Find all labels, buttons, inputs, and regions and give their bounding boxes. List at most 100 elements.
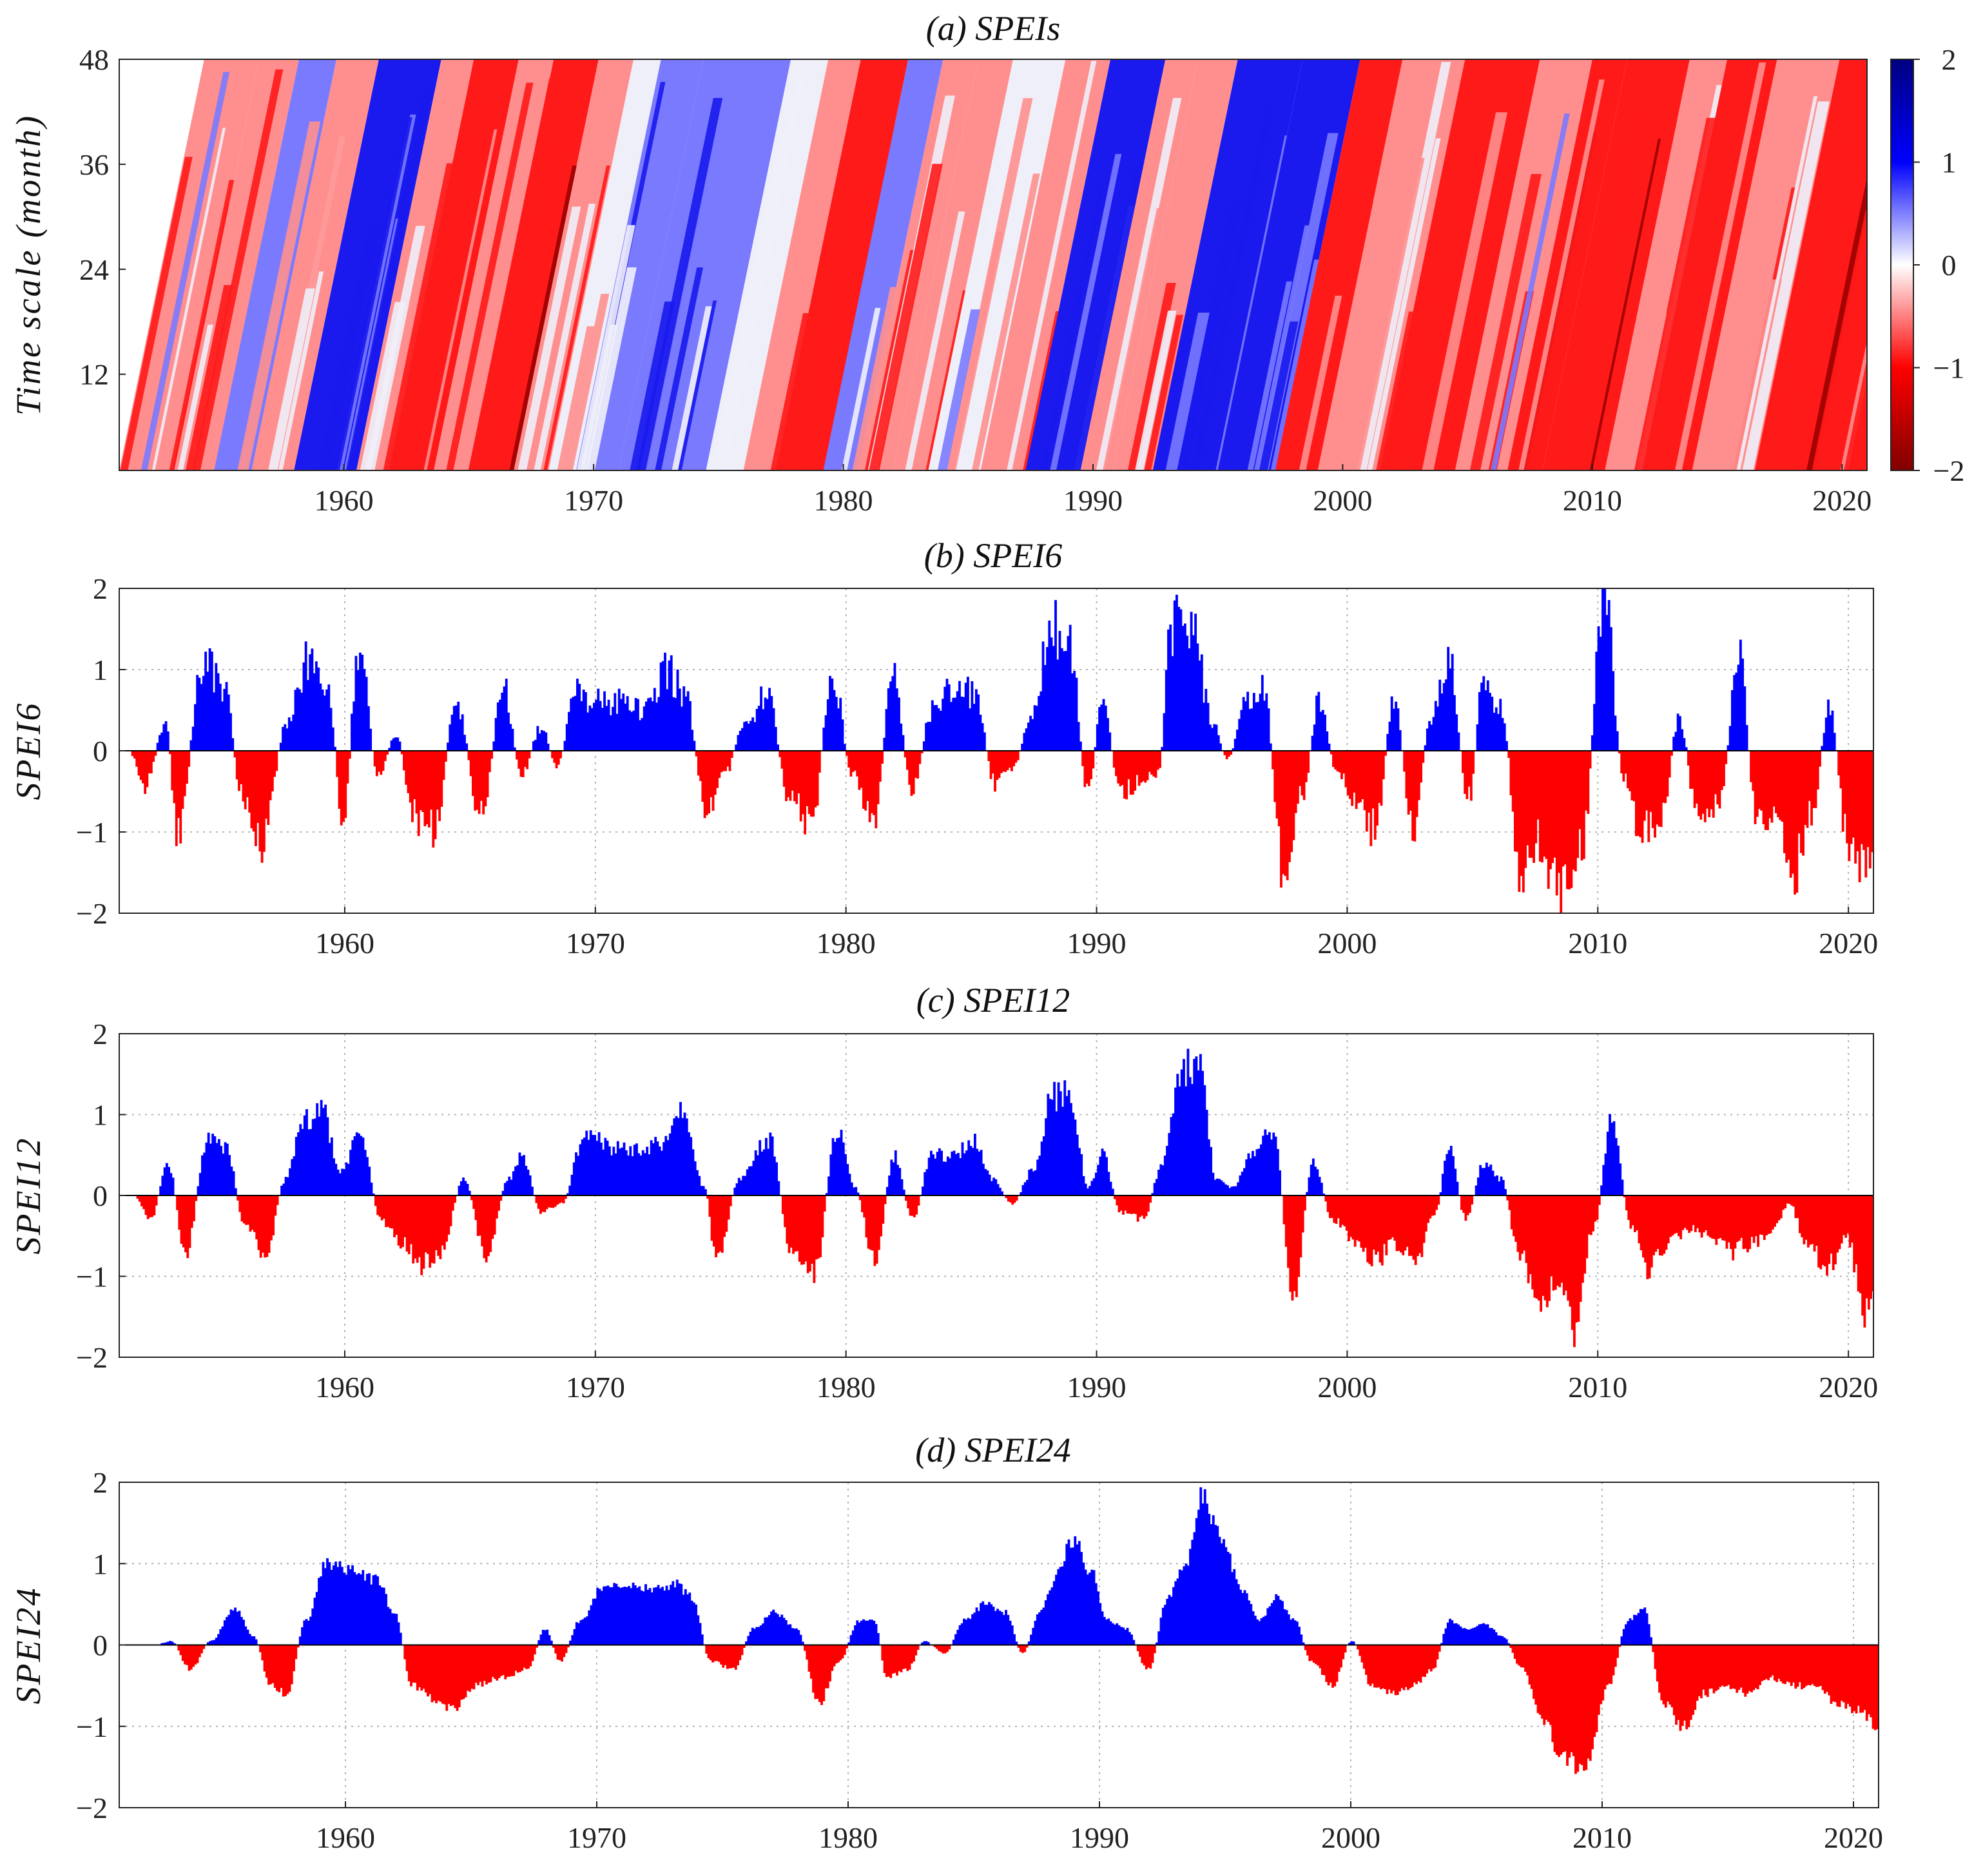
- bar-positive: [1434, 701, 1437, 751]
- bar-negative: [867, 1195, 870, 1249]
- bar-positive: [746, 1169, 749, 1195]
- bar-negative: [1392, 1645, 1395, 1691]
- bar-positive: [837, 708, 840, 751]
- bar-positive: [1827, 699, 1830, 751]
- bar-negative: [1675, 1195, 1678, 1233]
- bar-negative: [186, 1195, 189, 1259]
- bar-negative: [562, 1195, 565, 1204]
- bar-positive: [942, 699, 944, 751]
- bar-positive: [343, 1168, 346, 1195]
- y-tick-label: 2: [93, 572, 108, 605]
- bar-negative: [447, 1195, 450, 1235]
- bar-negative: [1569, 1195, 1572, 1307]
- bar-negative: [1803, 1195, 1806, 1244]
- bar-negative: [346, 751, 349, 784]
- bar-negative: [846, 1645, 848, 1649]
- bar-negative: [514, 1645, 518, 1671]
- bar-positive: [298, 689, 301, 751]
- bar-positive: [971, 681, 974, 751]
- bar-negative: [1434, 1645, 1437, 1668]
- bar-negative: [1804, 751, 1807, 826]
- bar-positive: [947, 684, 951, 751]
- bar-negative: [858, 751, 861, 790]
- bar-positive: [388, 748, 391, 751]
- bar-positive: [396, 737, 400, 751]
- bar-positive: [351, 713, 353, 751]
- bar-positive: [672, 697, 675, 751]
- x-tick-label: 2010: [1563, 484, 1622, 517]
- regime-streak: [1661, 274, 1710, 470]
- bar-positive: [462, 1177, 465, 1195]
- bar-negative: [183, 751, 186, 797]
- bar-positive: [980, 1150, 983, 1195]
- bar-positive: [1612, 1121, 1616, 1195]
- bar-positive: [771, 1136, 774, 1195]
- bar-positive: [1426, 728, 1429, 751]
- bar-positive: [1205, 1110, 1208, 1195]
- bar-positive: [1441, 1174, 1444, 1195]
- bar-negative: [1417, 1645, 1420, 1681]
- regime-streak: [1253, 225, 1310, 470]
- bar-negative: [400, 751, 403, 755]
- bar-positive: [584, 691, 587, 751]
- bar-positive: [1269, 743, 1272, 751]
- bar-negative: [1398, 1645, 1401, 1692]
- bar-positive: [290, 721, 293, 751]
- bar-positive: [929, 1150, 933, 1195]
- bar-negative: [1775, 1645, 1778, 1683]
- bar-negative: [464, 1645, 467, 1697]
- bar-positive: [760, 1151, 764, 1195]
- bar-negative: [1376, 751, 1378, 826]
- bar-positive: [326, 1558, 329, 1645]
- bar-positive: [990, 1604, 993, 1645]
- bar-negative: [802, 1195, 806, 1264]
- bar-positive: [1171, 656, 1174, 751]
- bar-negative: [1328, 1195, 1331, 1219]
- bar-negative: [1714, 1645, 1717, 1691]
- bar-positive: [1501, 718, 1504, 751]
- bar-negative: [440, 751, 443, 807]
- bar-positive: [1485, 1163, 1488, 1195]
- bar-negative: [792, 1195, 795, 1254]
- bar-positive: [665, 1585, 668, 1645]
- bar-positive: [1607, 600, 1611, 751]
- bar-positive: [851, 1630, 855, 1645]
- regime-streak: [1491, 113, 1570, 470]
- bar-negative: [1812, 751, 1815, 808]
- bar-negative: [1662, 1645, 1665, 1705]
- bar-negative: [1821, 1195, 1824, 1265]
- bar-negative: [870, 751, 873, 813]
- bar-negative: [804, 1645, 806, 1651]
- bar-negative: [387, 1195, 390, 1227]
- bar-positive: [1172, 1587, 1175, 1645]
- bar-negative: [1804, 1195, 1808, 1240]
- bar-negative: [706, 1195, 710, 1199]
- bar-negative: [912, 751, 915, 795]
- bar-positive: [1440, 1643, 1443, 1645]
- bar-negative: [1319, 1645, 1322, 1668]
- bar-negative: [494, 1645, 496, 1679]
- bar-positive: [610, 1155, 614, 1195]
- bar-positive: [324, 1568, 327, 1645]
- bar-negative: [1359, 751, 1362, 802]
- bar-positive: [1159, 1164, 1163, 1195]
- bar-negative: [1509, 751, 1513, 796]
- bar-negative: [523, 1645, 526, 1668]
- bar-positive: [162, 724, 166, 751]
- bar-positive: [885, 1186, 889, 1195]
- bar-negative: [1331, 1645, 1334, 1688]
- bar-positive: [965, 1150, 968, 1195]
- bar-negative: [724, 751, 727, 771]
- bar-positive: [774, 1612, 777, 1645]
- bar-positive: [510, 1179, 513, 1195]
- bar-negative: [1700, 1645, 1703, 1699]
- bar-positive: [688, 1132, 690, 1195]
- bar-negative: [946, 1645, 949, 1652]
- bar-negative: [502, 1645, 505, 1676]
- bar-negative: [1294, 751, 1297, 813]
- bar-negative: [1545, 1645, 1548, 1720]
- bar-negative: [740, 1645, 744, 1656]
- bar-positive: [1821, 746, 1824, 751]
- bar-negative: [1119, 1195, 1123, 1211]
- bar-positive: [595, 1141, 599, 1195]
